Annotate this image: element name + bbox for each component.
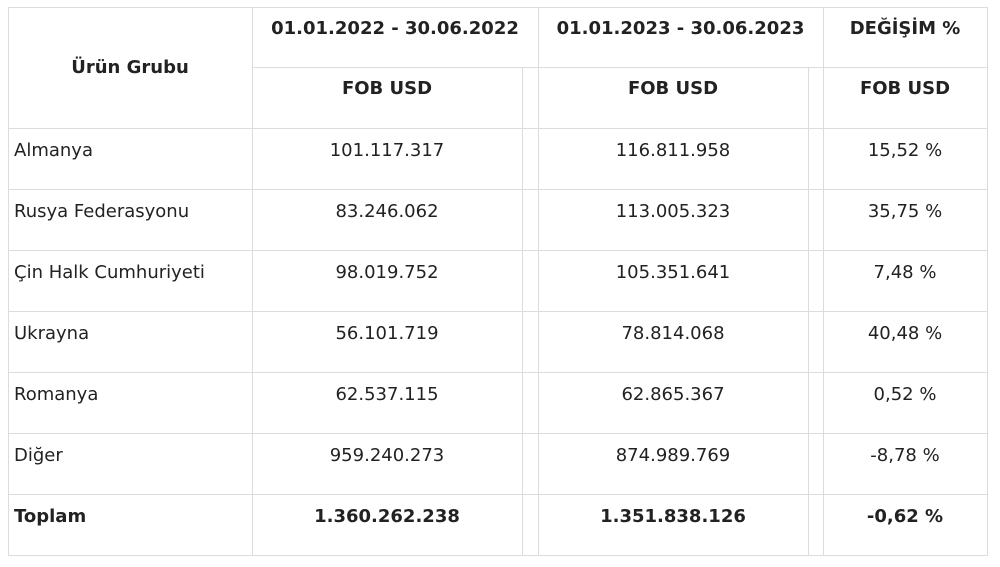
row-change: 15,52 % <box>867 140 943 161</box>
row-value-2023: 874.989.769 <box>615 445 731 466</box>
header-period-2022: 01.01.2022 - 30.06.2022 <box>271 17 519 39</box>
grid-line <box>522 67 523 556</box>
grid-line <box>8 433 987 434</box>
row-label: Almanya <box>14 140 93 161</box>
total-value-2023: 1.351.838.126 <box>600 506 746 527</box>
grid-line <box>8 311 987 312</box>
row-value-2022: 959.240.273 <box>329 445 445 466</box>
row-change: 35,75 % <box>867 201 943 222</box>
grid-line <box>252 67 987 68</box>
grid-line <box>8 7 9 556</box>
row-value-2022: 98.019.752 <box>335 262 439 283</box>
grid-line <box>8 250 987 251</box>
row-change: 0,52 % <box>873 384 937 405</box>
header-unit-2022: FOB USD <box>341 78 433 99</box>
row-label: Diğer <box>14 445 63 466</box>
header-period-2023: 01.01.2023 - 30.06.2023 <box>556 17 805 39</box>
grid-line <box>8 494 987 495</box>
header-change: DEĞİŞİM % <box>849 17 961 39</box>
total-change: -0,62 % <box>866 506 944 527</box>
header-unit-2023: FOB USD <box>627 78 719 99</box>
grid-line <box>808 67 809 556</box>
row-value-2023: 62.865.367 <box>621 384 725 405</box>
grid-line <box>8 7 987 8</box>
grid-line <box>252 7 253 556</box>
row-change: 40,48 % <box>867 323 943 344</box>
grid-line <box>538 7 539 556</box>
grid-line <box>8 189 987 190</box>
row-value-2022: 101.117.317 <box>329 140 445 161</box>
grid-line <box>823 7 824 556</box>
row-change: 7,48 % <box>873 262 937 283</box>
row-value-2022: 83.246.062 <box>335 201 439 222</box>
row-label: Romanya <box>14 384 99 405</box>
row-label: Çin Halk Cumhuriyeti <box>14 262 205 283</box>
row-change: -8,78 % <box>870 445 940 466</box>
header-group-label: Ürün Grubu <box>71 57 189 78</box>
row-label: Rusya Federasyonu <box>14 201 190 222</box>
row-value-2022: 62.537.115 <box>335 384 439 405</box>
grid-line <box>987 7 988 556</box>
grid-line <box>8 555 987 556</box>
row-value-2023: 113.005.323 <box>615 201 731 222</box>
grid-line <box>8 372 987 373</box>
row-value-2023: 105.351.641 <box>615 262 731 283</box>
total-label: Toplam <box>14 506 87 527</box>
row-value-2023: 116.811.958 <box>615 140 731 161</box>
row-value-2022: 56.101.719 <box>335 323 439 344</box>
total-value-2022: 1.360.262.238 <box>314 506 460 527</box>
grid-line <box>8 128 987 129</box>
row-label: Ukrayna <box>14 323 90 344</box>
header-unit-change: FOB USD <box>859 78 951 99</box>
row-value-2023: 78.814.068 <box>621 323 725 344</box>
